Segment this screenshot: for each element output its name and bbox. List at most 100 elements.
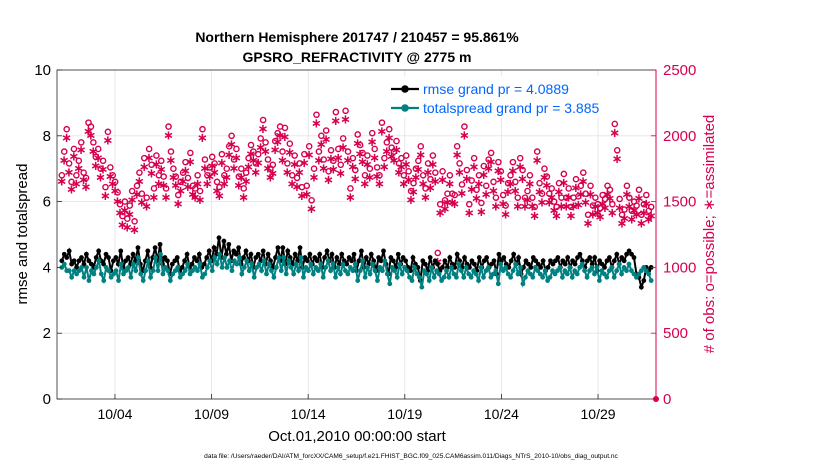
obs-possible-point [519,166,526,174]
obs-possible-point [157,157,165,165]
totalspread-point [291,271,297,277]
totalspread-point [158,251,163,257]
rmse-point [204,255,210,260]
rmse-point [432,258,438,264]
totalspread-point [362,274,368,280]
obs-possible-point [643,191,650,199]
obs-assimilated-point: ∗ [144,150,155,165]
obs-assimilated-point: ∗ [209,164,220,179]
totalspread-point [219,265,225,270]
rmse-point [481,258,487,264]
totalspread-point [542,268,548,274]
rmse-point [312,255,318,260]
totalspread-point [86,278,92,283]
rmse-point [317,251,323,257]
obs-possible-point [242,169,250,176]
obs-assimilated-point: ∗ [442,195,453,210]
obs-possible-point [330,157,337,165]
obs-possible-point [487,149,495,157]
rmse-point [280,245,286,251]
totalspread-point [318,261,324,267]
obs-assimilated-point: ∗ [107,176,118,191]
totalspread-point [453,274,459,280]
obs-possible-point [325,168,332,175]
totalspread-point [527,271,533,277]
obs-possible-point [264,156,272,163]
totalspread-point [599,268,605,274]
obs-assimilated-point: ∗ [277,152,288,167]
obs-assimilated-point: ∗ [624,199,635,214]
rmse-point [165,258,170,264]
totalspread-point [278,268,284,274]
obs-possible-point [315,148,323,155]
totalspread-point [409,278,415,283]
obs-assimilated-point: ∗ [595,209,606,224]
obs-assimilated-point: ∗ [440,201,451,216]
totalspread-point [441,274,447,280]
totalspread-point [320,274,326,280]
obs-possible-point [536,179,543,187]
rmse-point [103,251,109,257]
rmse-point [79,255,84,260]
plot-area [57,70,656,399]
obs-possible-point [502,202,509,209]
obs-assimilated-point: ∗ [612,151,623,166]
totalspread-point [402,265,407,270]
obs-possible-point [70,145,78,153]
totalspread-point [244,258,250,264]
obs-possible-point [613,146,621,154]
obs-assimilated-point: ∗ [495,172,506,187]
obs-possible-point [320,156,328,163]
totalspread-point [611,274,617,280]
obs-assimilated-point: ∗ [129,222,140,237]
totalspread-point [572,268,578,274]
totalspread-point [128,274,134,280]
rmse-point [324,248,330,254]
rmse-point [427,255,433,260]
obs-possible-point [87,123,95,130]
totalspread-point [224,265,230,270]
obs-possible-point [538,190,546,198]
obs-possible-point [514,194,522,201]
obs-assimilated-point: ∗ [233,177,244,192]
legend-spread-marker [401,104,409,112]
totalspread-point [340,261,346,267]
rmse-point [599,261,605,267]
rmse-point [349,258,354,264]
totalspread-point [370,261,375,267]
obs-assimilated-point: ∗ [267,166,278,181]
y-tick-label-right: 2500 [663,62,696,79]
x-tick-label: 10/29 [581,406,616,422]
totalspread-point [89,268,94,274]
obs-possible-point [90,139,97,146]
obs-assimilated-point: ∗ [219,176,230,191]
obs-assimilated-point: ∗ [403,172,414,187]
obs-possible-point [478,199,485,207]
totalspread-point [564,271,570,277]
obs-assimilated-point: ∗ [190,189,201,204]
obs-assimilated-point: ∗ [588,206,599,221]
obs-assimilated-point: ∗ [413,162,424,177]
obs-assimilated-point: ∗ [517,171,528,186]
obs-assimilated-point: ∗ [326,151,337,166]
obs-assimilated-point: ∗ [374,176,385,191]
totalspread-point [101,278,107,283]
obs-possible-point [97,165,104,172]
obs-assimilated-point: ∗ [272,134,283,149]
rmse-point [329,251,335,257]
rmse-point [614,251,620,257]
totalspread-point [557,265,563,270]
obs-assimilated-point: ∗ [318,160,329,175]
rmse-point [607,255,612,260]
obs-assimilated-point: ∗ [396,159,407,174]
obs-assimilated-point: ∗ [333,150,344,165]
obs-assimilated-point: ∗ [646,208,657,223]
obs-assimilated-point: ∗ [466,181,477,196]
rmse-point [71,258,77,264]
y-tick-label-right: 1500 [663,194,696,211]
rmse-point [285,248,291,254]
totalspread-point [389,265,395,270]
obs-possible-point [354,131,362,138]
obs-possible-point [247,141,255,149]
obs-possible-point [111,178,119,186]
